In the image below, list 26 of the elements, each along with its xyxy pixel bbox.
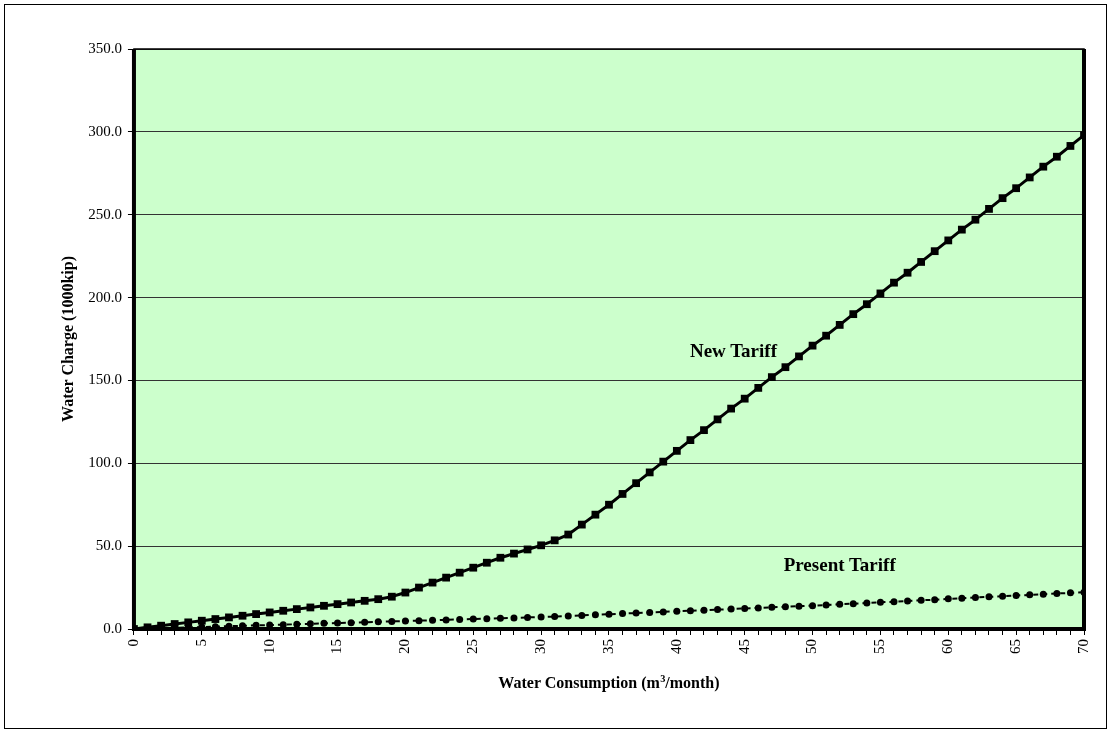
y-tick-label: 150.0 <box>88 371 122 388</box>
series-label: Present Tariff <box>783 554 897 576</box>
x-tick-label: 35 <box>599 639 616 654</box>
x-tick-label: 15 <box>328 639 345 654</box>
x-tick-label: 0 <box>124 639 141 647</box>
y-tick-label: 300.0 <box>88 122 122 139</box>
x-tick-label: 10 <box>260 639 277 654</box>
x-tick-label: 5 <box>192 639 209 647</box>
x-tick-label: 20 <box>396 639 413 654</box>
x-tick-label: 45 <box>735 639 752 654</box>
x-tick-label: 50 <box>803 639 820 654</box>
y-tick-label: 350.0 <box>88 39 122 56</box>
x-tick-label: 60 <box>939 639 956 654</box>
x-tick-label: 25 <box>464 639 481 654</box>
y-tick-label: 200.0 <box>88 288 122 305</box>
x-tick-label: 65 <box>1007 639 1024 654</box>
series-label: New Tariff <box>689 340 778 362</box>
y-tick-label: 100.0 <box>88 454 122 471</box>
y-tick-label: 250.0 <box>88 205 122 222</box>
x-tick-label: 30 <box>532 639 549 654</box>
x-tick-label: 70 <box>1074 639 1091 654</box>
y-axis-title: Water Charge (1000kip) <box>58 256 77 422</box>
x-tick-label: 55 <box>871 639 888 654</box>
x-tick-label: 40 <box>667 639 684 654</box>
y-tick-label: 0.0 <box>103 619 122 636</box>
y-tick-label: 50.0 <box>95 537 122 554</box>
